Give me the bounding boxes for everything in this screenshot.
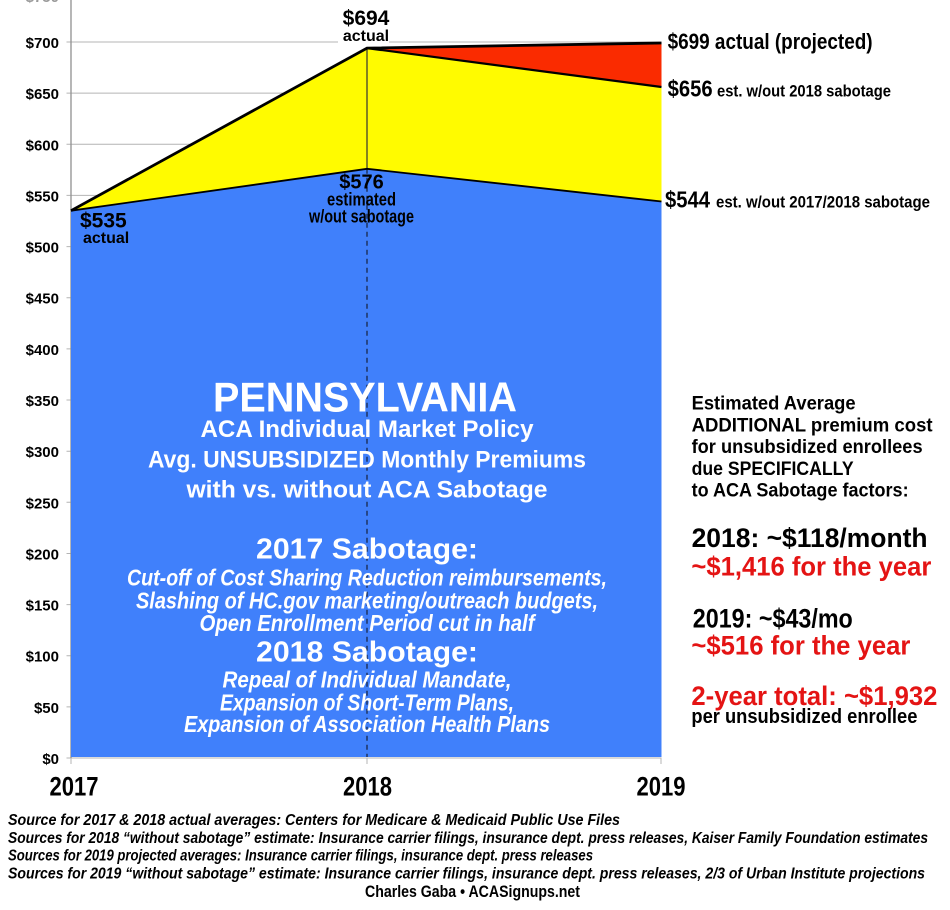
svg-text:for unsubsidized enrollees: for unsubsidized enrollees [692, 436, 923, 458]
svg-text:with vs. without ACA Sabotage: with vs. without ACA Sabotage [185, 476, 547, 503]
svg-text:$656: $656 [668, 75, 713, 101]
svg-text:Sources for 2019 “without sabo: Sources for 2019 “without sabotage” esti… [8, 865, 925, 882]
svg-text:Sources for 2019 projected ave: Sources for 2019 projected averages: Ins… [8, 848, 593, 865]
svg-text:Repeal of Individual Mandate,: Repeal of Individual Mandate, [223, 666, 512, 692]
svg-text:$750: $750 [26, 0, 59, 6]
svg-text:Open Enrollment Period cut in: Open Enrollment Period cut in half [200, 610, 537, 636]
svg-text:Estimated Average: Estimated Average [692, 393, 856, 415]
svg-text:Cut-off of Cost Sharing Reduct: Cut-off of Cost Sharing Reduction reimbu… [127, 565, 607, 591]
svg-text:est. w/out 2017/2018 sabotage: est. w/out 2017/2018 sabotage [716, 193, 930, 212]
svg-text:Avg. UNSUBSIDIZED Monthly Prem: Avg. UNSUBSIDIZED Monthly Premiums [148, 446, 586, 473]
svg-text:$535: $535 [80, 209, 127, 232]
svg-text:$400: $400 [26, 342, 59, 359]
svg-text:2018: ~$118/month: 2018: ~$118/month [692, 523, 928, 553]
svg-text:2019: ~$43/mo: 2019: ~$43/mo [693, 603, 853, 633]
svg-text:Source for 2017 & 2018 actual: Source for 2017 & 2018 actual averages: … [8, 812, 620, 829]
svg-text:$350: $350 [26, 393, 59, 410]
svg-text:$50: $50 [34, 700, 59, 717]
svg-text:~$1,416 for the year: ~$1,416 for the year [691, 552, 932, 582]
svg-text:$250: $250 [26, 495, 59, 512]
svg-text:$544: $544 [665, 187, 710, 213]
svg-text:ADDITIONAL premium cost: ADDITIONAL premium cost [692, 415, 933, 437]
svg-text:actual: actual [83, 230, 129, 247]
svg-text:ACA Individual Market Policy: ACA Individual Market Policy [201, 416, 535, 443]
svg-text:2-year total: ~$1,932: 2-year total: ~$1,932 [691, 681, 937, 711]
svg-text:estimated: estimated [327, 190, 396, 210]
svg-text:$450: $450 [26, 291, 59, 308]
svg-text:$200: $200 [26, 547, 59, 564]
svg-text:$0: $0 [42, 751, 59, 768]
svg-text:est. w/out 2018 sabotage: est. w/out 2018 sabotage [717, 81, 891, 100]
svg-text:Charles Gaba • ACASignups.net: Charles Gaba • ACASignups.net [365, 882, 580, 901]
svg-text:PENNSYLVANIA: PENNSYLVANIA [213, 374, 517, 421]
svg-text:$150: $150 [26, 598, 59, 615]
svg-text:due SPECIFICALLY: due SPECIFICALLY [692, 458, 854, 480]
svg-text:~$516 for the year: ~$516 for the year [691, 630, 911, 660]
svg-text:2017 Sabotage:: 2017 Sabotage: [256, 533, 478, 565]
svg-text:$576: $576 [339, 172, 384, 194]
svg-text:per unsubsidized enrollee: per unsubsidized enrollee [691, 706, 917, 728]
svg-text:Slashing of HC.gov marketing/o: Slashing of HC.gov marketing/outreach bu… [136, 587, 598, 613]
svg-text:$650: $650 [26, 86, 59, 103]
svg-text:2017: 2017 [50, 772, 99, 802]
svg-text:Expansion of Association Healt: Expansion of Association Health Plans [184, 711, 550, 737]
svg-text:$700: $700 [26, 35, 59, 52]
svg-text:2019: 2019 [637, 772, 686, 802]
svg-text:$100: $100 [26, 649, 59, 666]
svg-text:Sources for 2018 “without sabo: Sources for 2018 “without sabotage” esti… [8, 830, 928, 847]
svg-text:actual: actual [343, 28, 389, 45]
svg-text:2018: 2018 [343, 772, 392, 802]
svg-text:$694: $694 [343, 7, 390, 30]
svg-text:$550: $550 [26, 188, 59, 205]
svg-text:$699 actual (projected): $699 actual (projected) [668, 29, 873, 54]
svg-text:w/out sabotage: w/out sabotage [308, 207, 414, 227]
svg-text:2018 Sabotage:: 2018 Sabotage: [256, 637, 478, 669]
svg-text:Expansion of Short-Term Plans,: Expansion of Short-Term Plans, [220, 690, 514, 716]
svg-text:$300: $300 [26, 444, 59, 461]
svg-text:to ACA Sabotage factors:: to ACA Sabotage factors: [692, 480, 909, 502]
svg-text:$500: $500 [26, 240, 59, 257]
svg-text:$600: $600 [26, 137, 59, 154]
